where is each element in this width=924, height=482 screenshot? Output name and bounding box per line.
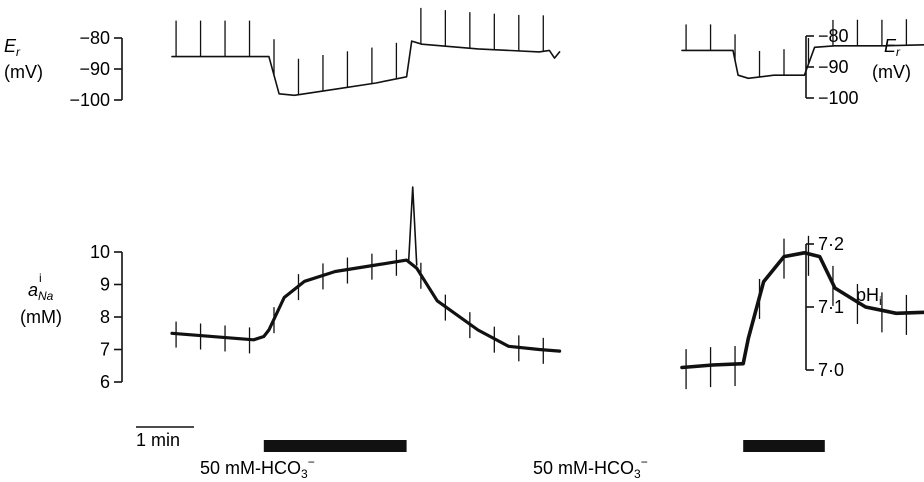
- ana-unit: (mM): [20, 307, 62, 327]
- er-left-tick-label-1: −90: [79, 59, 110, 79]
- er-left-tick-label-2: −100: [69, 90, 110, 110]
- time-scale-bar: 1 min: [136, 426, 194, 450]
- er-right-tick-label-2: −100: [818, 88, 859, 108]
- phi-title: pHi: [856, 285, 882, 308]
- ana-tick-label-3: 7: [100, 340, 110, 360]
- phi-tick-label-2: 7·0: [818, 360, 844, 380]
- er-right-axis: Er (mV) −80−90−100: [805, 26, 911, 108]
- stimulus-bar-right: [743, 440, 825, 452]
- er-right-tick-label-1: −90: [818, 57, 849, 77]
- stimulus-bar-left: [263, 440, 407, 452]
- er-left-tick-label-0: −80: [79, 28, 110, 48]
- er-trace-left: [171, 40, 561, 97]
- ana-tick-label-2: 8: [100, 307, 110, 327]
- stimulus-label-right: 50 mM-HCO3−: [533, 455, 648, 481]
- ana-trace: [170, 258, 562, 353]
- ana-title: aNa: [28, 280, 54, 303]
- phi-tick-label-0: 7·2: [818, 234, 844, 254]
- ana-axis: aNa i (mM) 10 9 8 7 6: [20, 242, 123, 392]
- ana-tick-label-0: 10: [90, 242, 110, 262]
- phi-trace: [680, 251, 924, 370]
- er-left-axis: Er (mV) −80 −90 −100: [4, 28, 123, 110]
- phi-tick-label-1: 7·1: [818, 297, 844, 317]
- ana-tick-label-4: 6: [100, 372, 110, 392]
- er-right-title: Er: [884, 36, 901, 59]
- ana-tick-label-1: 9: [100, 275, 110, 295]
- phi-axis: pHi 7·2 7·1 7·0: [805, 234, 882, 380]
- er-left-title: Er: [4, 36, 21, 59]
- er-left-unit: (mV): [4, 62, 43, 82]
- traces: [170, 7, 924, 390]
- stimulus-bars: 50 mM-HCO3− 50 mM-HCO3−: [200, 440, 825, 481]
- er-trace-right: [681, 44, 924, 80]
- stimulus-label-left: 50 mM-HCO3−: [200, 455, 315, 481]
- er-right-unit: (mV): [872, 62, 911, 82]
- scale-bar-label: 1 min: [136, 430, 180, 450]
- ana-title-superscript: i: [39, 271, 42, 285]
- ana-artifact-spike: [407, 186, 418, 266]
